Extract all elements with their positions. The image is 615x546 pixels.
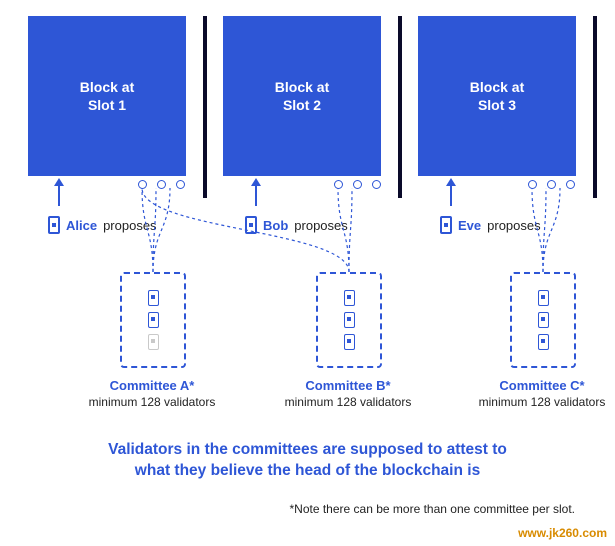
block-label: Block at xyxy=(80,78,134,96)
phone-icon xyxy=(344,334,355,350)
phone-icon xyxy=(344,312,355,328)
caption-line: Validators in the committees are suppose… xyxy=(0,440,615,461)
phone-icon xyxy=(538,312,549,328)
proposer-eve: Eve proposes xyxy=(440,216,541,234)
block-slot-2: Block at Slot 2 xyxy=(223,16,381,176)
block-slot-3: Block at Slot 3 xyxy=(418,16,576,176)
footnote: *Note there can be more than one committ… xyxy=(290,502,576,516)
proposer-name: Alice xyxy=(66,218,97,233)
committee-title: Committee C* xyxy=(452,378,615,393)
caption-line: what they believe the head of the blockc… xyxy=(0,461,615,482)
separator-2 xyxy=(398,16,402,198)
phone-icon xyxy=(48,216,60,234)
committee-sub: minimum 128 validators xyxy=(452,395,615,409)
committee-title: Committee B* xyxy=(258,378,438,393)
committee-sub: minimum 128 validators xyxy=(62,395,242,409)
committee-a-box xyxy=(120,272,186,368)
committee-a-label: Committee A* minimum 128 validators xyxy=(62,378,242,409)
anchor-dot xyxy=(353,180,362,189)
phone-icon xyxy=(440,216,452,234)
committee-c-box xyxy=(510,272,576,368)
propose-arrow-1 xyxy=(58,184,60,206)
anchor-dot xyxy=(372,180,381,189)
proposer-action: proposes xyxy=(103,218,156,233)
separator-3 xyxy=(593,16,597,198)
phone-icon xyxy=(148,290,159,306)
proposer-name: Eve xyxy=(458,218,481,233)
proposers-row: Alice proposes Bob proposes Eve proposes xyxy=(0,216,615,252)
proposer-action: proposes xyxy=(294,218,347,233)
proposer-action: proposes xyxy=(487,218,540,233)
proposer-bob: Bob proposes xyxy=(245,216,348,234)
proposer-name: Bob xyxy=(263,218,288,233)
phone-icon xyxy=(245,216,257,234)
block-label: Block at xyxy=(275,78,329,96)
proposer-alice: Alice proposes xyxy=(48,216,157,234)
block-label: Slot 1 xyxy=(88,96,126,114)
phone-icon xyxy=(538,334,549,350)
anchor-dot xyxy=(566,180,575,189)
blocks-row: Block at Slot 1 Block at Slot 2 Block at… xyxy=(0,16,615,198)
block-label: Slot 3 xyxy=(478,96,516,114)
anchors-2 xyxy=(334,180,381,189)
committee-b-label: Committee B* minimum 128 validators xyxy=(258,378,438,409)
committee-c-label: Committee C* minimum 128 validators xyxy=(452,378,615,409)
caption: Validators in the committees are suppose… xyxy=(0,440,615,482)
block-label: Block at xyxy=(470,78,524,96)
phone-icon xyxy=(148,334,159,350)
anchors-3 xyxy=(528,180,575,189)
anchor-dot xyxy=(547,180,556,189)
block-label: Slot 2 xyxy=(283,96,321,114)
anchor-dot xyxy=(176,180,185,189)
phone-icon xyxy=(148,312,159,328)
propose-arrow-2 xyxy=(255,184,257,206)
watermark: www.jk260.com xyxy=(518,526,607,540)
phone-icon xyxy=(538,290,549,306)
anchor-dot xyxy=(334,180,343,189)
anchor-dot xyxy=(138,180,147,189)
committee-title: Committee A* xyxy=(62,378,242,393)
block-slot-1: Block at Slot 1 xyxy=(28,16,186,176)
committee-b-box xyxy=(316,272,382,368)
anchor-dot xyxy=(528,180,537,189)
phone-icon xyxy=(344,290,355,306)
anchors-1 xyxy=(138,180,185,189)
separator-1 xyxy=(203,16,207,198)
anchor-dot xyxy=(157,180,166,189)
committee-sub: minimum 128 validators xyxy=(258,395,438,409)
propose-arrow-3 xyxy=(450,184,452,206)
